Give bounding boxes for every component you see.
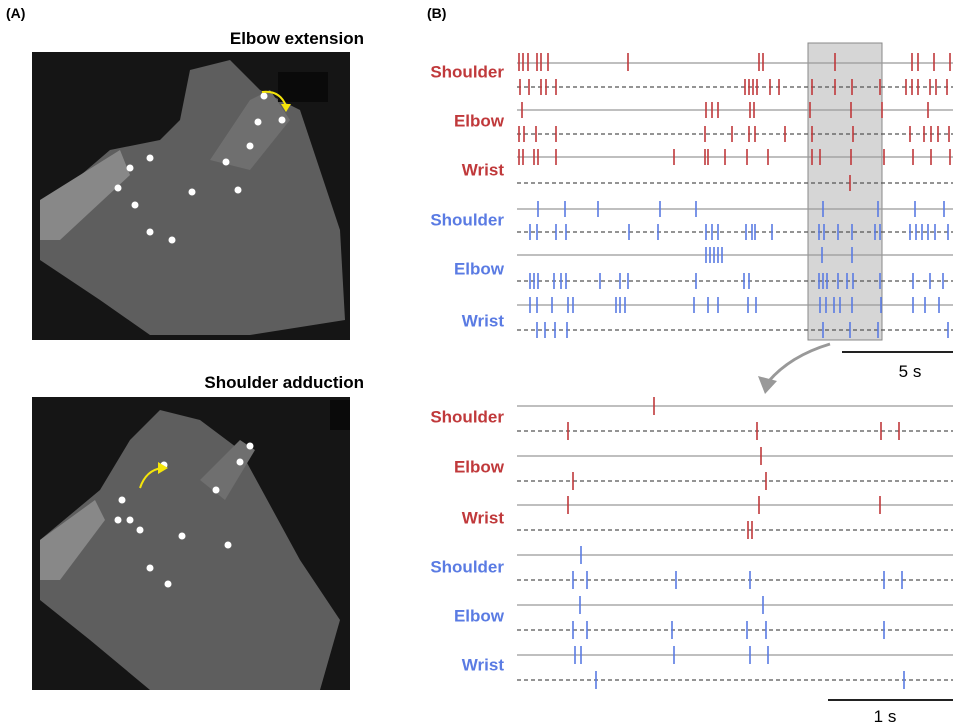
zoom-arrow-head bbox=[758, 376, 777, 394]
spikes bbox=[519, 53, 950, 338]
row-label: Shoulder bbox=[430, 62, 504, 81]
row-label: Wrist bbox=[462, 655, 505, 674]
row-label: Shoulder bbox=[430, 557, 504, 576]
panel-label: (B) bbox=[427, 5, 446, 21]
figure: (A) Elbow extension Shoulder adduction (… bbox=[0, 0, 953, 726]
row-label: Elbow bbox=[454, 457, 505, 476]
zoom-arrow bbox=[768, 344, 830, 382]
row-label: Shoulder bbox=[430, 210, 504, 229]
photo bbox=[32, 397, 350, 690]
row-label: Elbow bbox=[454, 606, 505, 625]
scale-bar-label: 5 s bbox=[899, 362, 922, 381]
row-label: Wrist bbox=[462, 160, 505, 179]
scale-bar-label: 1 s bbox=[874, 707, 897, 726]
photo bbox=[32, 52, 350, 340]
image-title: Shoulder adduction bbox=[204, 373, 364, 392]
spikes bbox=[568, 397, 904, 689]
raster-lines bbox=[517, 63, 953, 330]
raster-lines bbox=[517, 406, 953, 680]
row-label: Wrist bbox=[462, 311, 505, 330]
row-label: Elbow bbox=[454, 259, 505, 278]
row-label: Shoulder bbox=[430, 407, 504, 426]
image-title: Elbow extension bbox=[230, 29, 364, 48]
row-label: Wrist bbox=[462, 508, 505, 527]
panel-label: (A) bbox=[6, 5, 25, 21]
row-label: Elbow bbox=[454, 111, 505, 130]
